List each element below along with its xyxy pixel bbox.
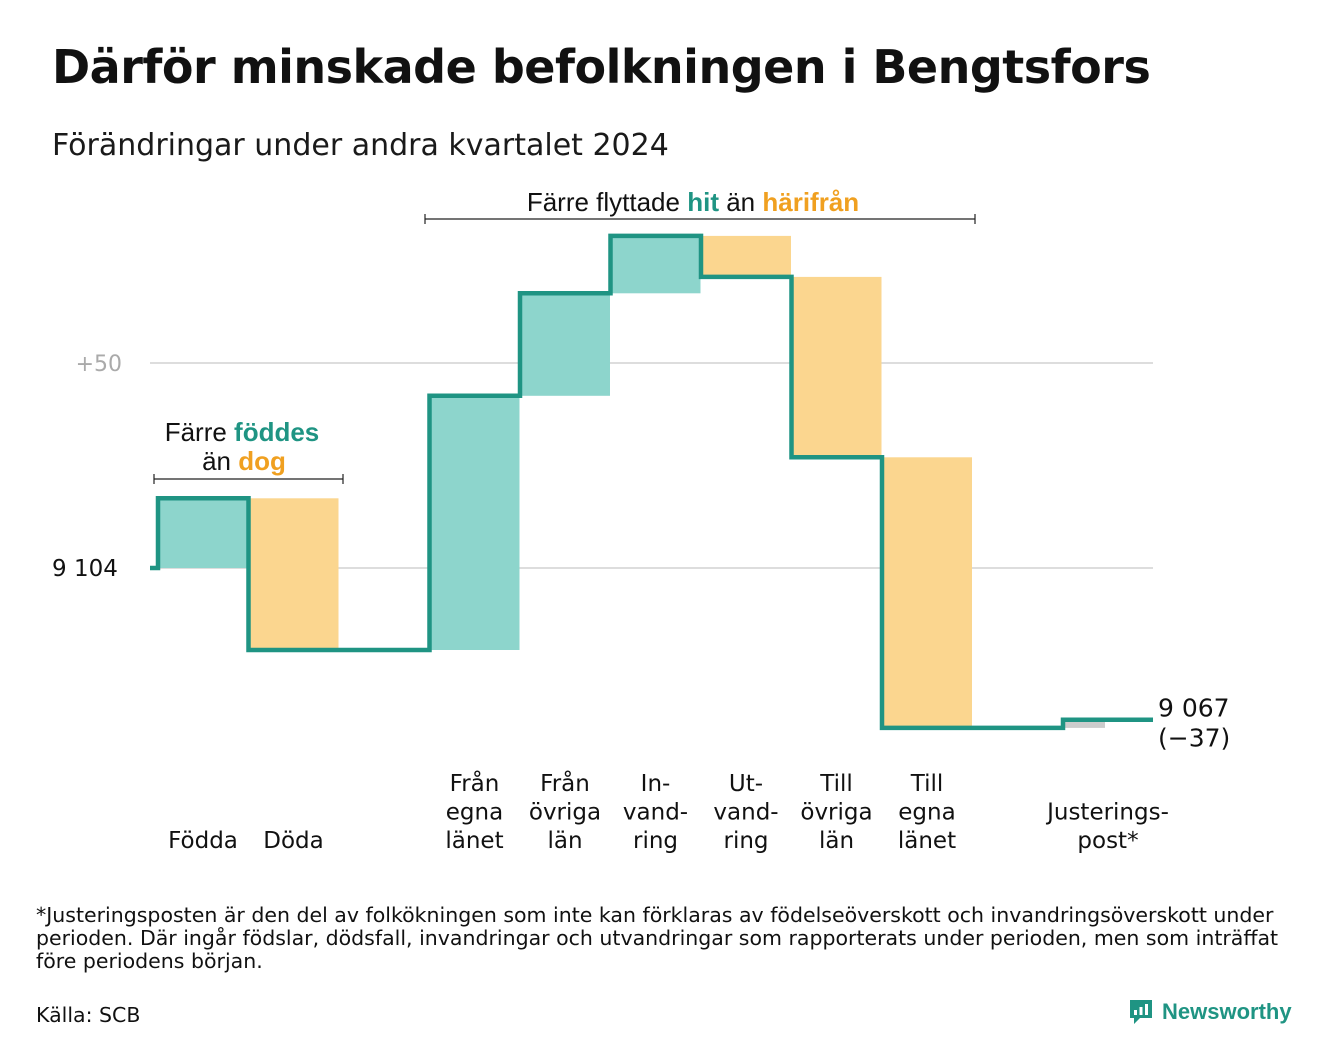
category-label: län (819, 828, 854, 854)
category-label: länet (445, 828, 503, 854)
bar-7 (791, 276, 882, 458)
running-total-line (150, 233, 1153, 731)
brand-logo: Newsworthy (1128, 998, 1292, 1026)
category-label: län (547, 828, 582, 854)
category-label: egna (446, 800, 503, 826)
bar-6 (701, 235, 791, 277)
category-label: Ut- (729, 771, 763, 797)
category-label: Födda (168, 828, 238, 854)
bar-9 (1065, 719, 1105, 728)
category-label: vand- (713, 800, 778, 826)
category-label: egna (898, 800, 955, 826)
category-label: Från (450, 769, 500, 797)
category-label: Till (910, 771, 944, 797)
bar-1 (158, 498, 248, 568)
bar-2 (248, 498, 339, 650)
births-annotation-line1: Färre föddes (165, 417, 320, 447)
migration-annotation: Färre flyttade hit än härifrån (527, 187, 859, 217)
end-value-label: 9 067 (1158, 694, 1230, 723)
category-label: ring (723, 828, 768, 854)
category-label: länet (898, 828, 956, 854)
category-label: Från (540, 769, 590, 797)
brand-name: Newsworthy (1162, 999, 1292, 1024)
chart-subtitle: Förändringar under andra kvartalet 2024 (52, 128, 669, 163)
category-label: övriga (529, 800, 601, 826)
bar-8 (882, 457, 972, 728)
births-annotation-line2: än dog (202, 446, 286, 476)
bar-5 (610, 235, 701, 294)
category-label: Justerings- (1045, 800, 1169, 826)
bar-4 (520, 293, 610, 396)
chart-bubble-icon (1130, 1000, 1152, 1024)
category-label: post* (1077, 828, 1138, 854)
category-label: Döda (263, 828, 323, 854)
y-tick-label: +50 (76, 352, 122, 377)
category-label: vand- (623, 800, 688, 826)
bar-3 (429, 395, 520, 650)
category-label: övriga (800, 800, 872, 826)
category-label: ring (633, 828, 678, 854)
footnote: *Justeringsposten är den del av folkökni… (36, 903, 1279, 973)
end-value-label: (−37) (1158, 724, 1230, 753)
category-label: Till (819, 771, 853, 797)
category-label: In- (641, 771, 671, 797)
source-label: Källa: SCB (36, 1003, 141, 1027)
start-value-label: 9 104 (52, 556, 118, 582)
page-title: Därför minskade befolkningen i Bengtsfor… (52, 40, 1151, 94)
